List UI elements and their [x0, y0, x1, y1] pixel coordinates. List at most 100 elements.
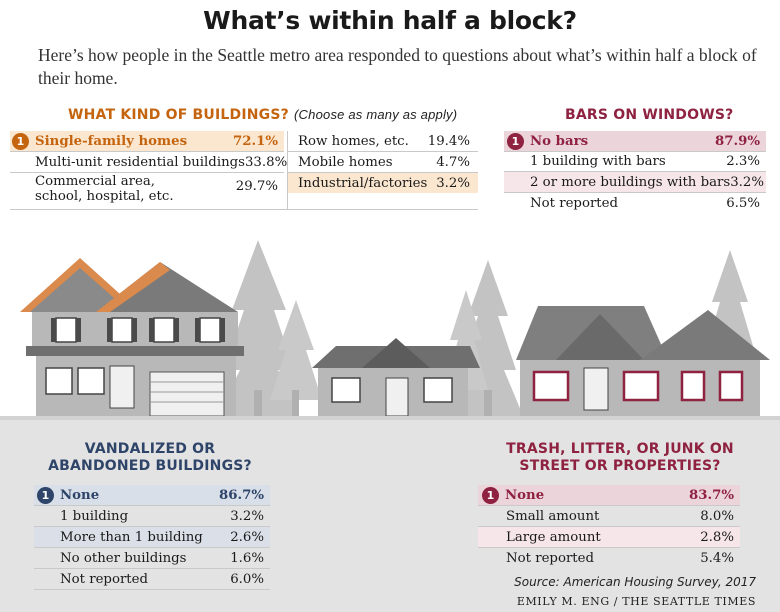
row-value: 87.9% [714, 133, 760, 149]
intro-text: Here’s how people in the Seattle metro a… [38, 45, 757, 88]
table-row: Not reported 6.5% [530, 193, 760, 213]
rank-badge: 1 [482, 486, 499, 504]
row-value: 72.1% [232, 133, 278, 149]
row-label: Industrial/factories [298, 175, 428, 191]
highlight-bar [504, 172, 766, 192]
row-value: 86.7% [218, 487, 264, 503]
row-value: 5.4% [700, 550, 734, 566]
buildings-subtitle: (Choose as many as apply) [294, 107, 458, 122]
table-row: 1 No bars 87.9% [507, 131, 760, 151]
rank-badge: 1 [507, 132, 524, 150]
row-label: 2 or more buildings with bars [530, 174, 731, 190]
trash-heading: TRASH, LITTER, OR JUNK ON STREET OR PROP… [470, 441, 770, 475]
row-value: 1.6% [230, 550, 264, 566]
bars-heading: BARS ON WINDOWS? [565, 107, 734, 123]
row-value: 8.0% [700, 508, 734, 524]
highlight-bar [504, 131, 766, 151]
row-label: Commercial area, [35, 174, 156, 189]
row-label: Not reported [530, 195, 619, 211]
trash-title-line: TRASH, LITTER, OR JUNK ON [506, 441, 734, 457]
trash-title-line: STREET OR PROPERTIES? [519, 458, 721, 474]
row-label: Large amount [506, 529, 601, 545]
divider [34, 505, 270, 506]
row-value: 2.3% [726, 153, 760, 169]
column-divider [287, 131, 288, 209]
tree-icon [270, 300, 322, 418]
row-label: No other buildings [60, 550, 187, 566]
highlight-bar [288, 173, 478, 193]
row-label: Not reported [60, 571, 149, 587]
table-row: Small amount 8.0% [506, 506, 734, 526]
divider [10, 151, 284, 152]
divider [288, 151, 478, 152]
house-icon [516, 306, 770, 416]
table-row: Row homes, etc. 19.4% [298, 131, 470, 151]
table-row: Not reported 5.4% [506, 548, 734, 568]
divider [504, 171, 766, 172]
buildings-title: WHAT KIND OF BUILDINGS? [68, 107, 289, 123]
background-band [0, 417, 780, 612]
table-row: Commercial area, school, hospital, etc. … [35, 174, 278, 208]
rank-badge: 1 [12, 132, 29, 150]
row-label: school, hospital, etc. [35, 189, 174, 204]
row-value: 29.7% [235, 179, 278, 194]
buildings-heading: WHAT KIND OF BUILDINGS? (Choose as many … [68, 107, 457, 123]
row-label: More than 1 building [60, 529, 203, 545]
vandalized-title-line: VANDALIZED OR [84, 441, 216, 457]
table-row: More than 1 building 2.6% [60, 527, 264, 547]
row-label: Small amount [506, 508, 600, 524]
divider [34, 547, 270, 548]
vandalized-title-line: ABANDONED BUILDINGS? [48, 458, 252, 474]
highlight-bar [34, 527, 270, 547]
divider [478, 547, 740, 548]
highlight-bar [34, 485, 270, 505]
divider [34, 568, 270, 569]
divider [504, 151, 766, 152]
row-value: 6.5% [726, 195, 760, 211]
table-row: 1 Single-family homes 72.1% [12, 131, 278, 151]
row-value: 3.2% [436, 175, 470, 191]
divider [34, 589, 270, 590]
divider [10, 172, 284, 173]
table-row: Industrial/factories 3.2% [298, 173, 470, 193]
row-value: 2.6% [230, 529, 264, 545]
table-row: 1 None 86.7% [37, 485, 264, 505]
row-value: 6.0% [230, 571, 264, 587]
divider [478, 505, 740, 506]
row-label: No bars [530, 133, 589, 149]
house-icon [20, 258, 244, 417]
table-row: Multi-unit residential buildings 33.8% [35, 152, 287, 172]
table-row: 1 None 83.7% [482, 485, 734, 505]
row-label: None [60, 487, 100, 503]
divider [10, 209, 478, 210]
divider [34, 526, 270, 527]
table-row: 1 building with bars 2.3% [530, 151, 760, 171]
credit-line: EMILY M. ENG / THE SEATTLE TIMES [516, 595, 756, 608]
houses-illustration [0, 240, 780, 420]
divider [478, 526, 740, 527]
chart-title: What’s within half a block? [203, 6, 577, 35]
row-value: 4.7% [436, 154, 470, 170]
highlight-bar [478, 527, 740, 547]
highlight-bar [478, 485, 740, 505]
row-label: Row homes, etc. [298, 133, 409, 149]
row-label: 1 building with bars [530, 153, 666, 169]
row-value: 2.8% [700, 529, 734, 545]
row-label: Single-family homes [35, 133, 188, 149]
row-value: 33.8% [244, 154, 288, 170]
table-row: No other buildings 1.6% [60, 548, 264, 568]
divider [504, 192, 766, 193]
table-row: Not reported 6.0% [60, 569, 264, 589]
row-value: 83.7% [688, 487, 734, 503]
row-value: 19.4% [427, 133, 470, 149]
divider [288, 172, 478, 173]
row-label: Mobile homes [298, 154, 393, 170]
house-icon [312, 338, 480, 418]
row-value: 3.2% [230, 508, 264, 524]
row-label: None [505, 487, 545, 503]
row-label: Multi-unit residential buildings [35, 154, 245, 170]
rank-badge: 1 [37, 486, 54, 504]
vandalized-heading: VANDALIZED OR ABANDONED BUILDINGS? [0, 441, 300, 475]
table-row: Mobile homes 4.7% [298, 152, 470, 172]
highlight-bar [10, 131, 284, 151]
